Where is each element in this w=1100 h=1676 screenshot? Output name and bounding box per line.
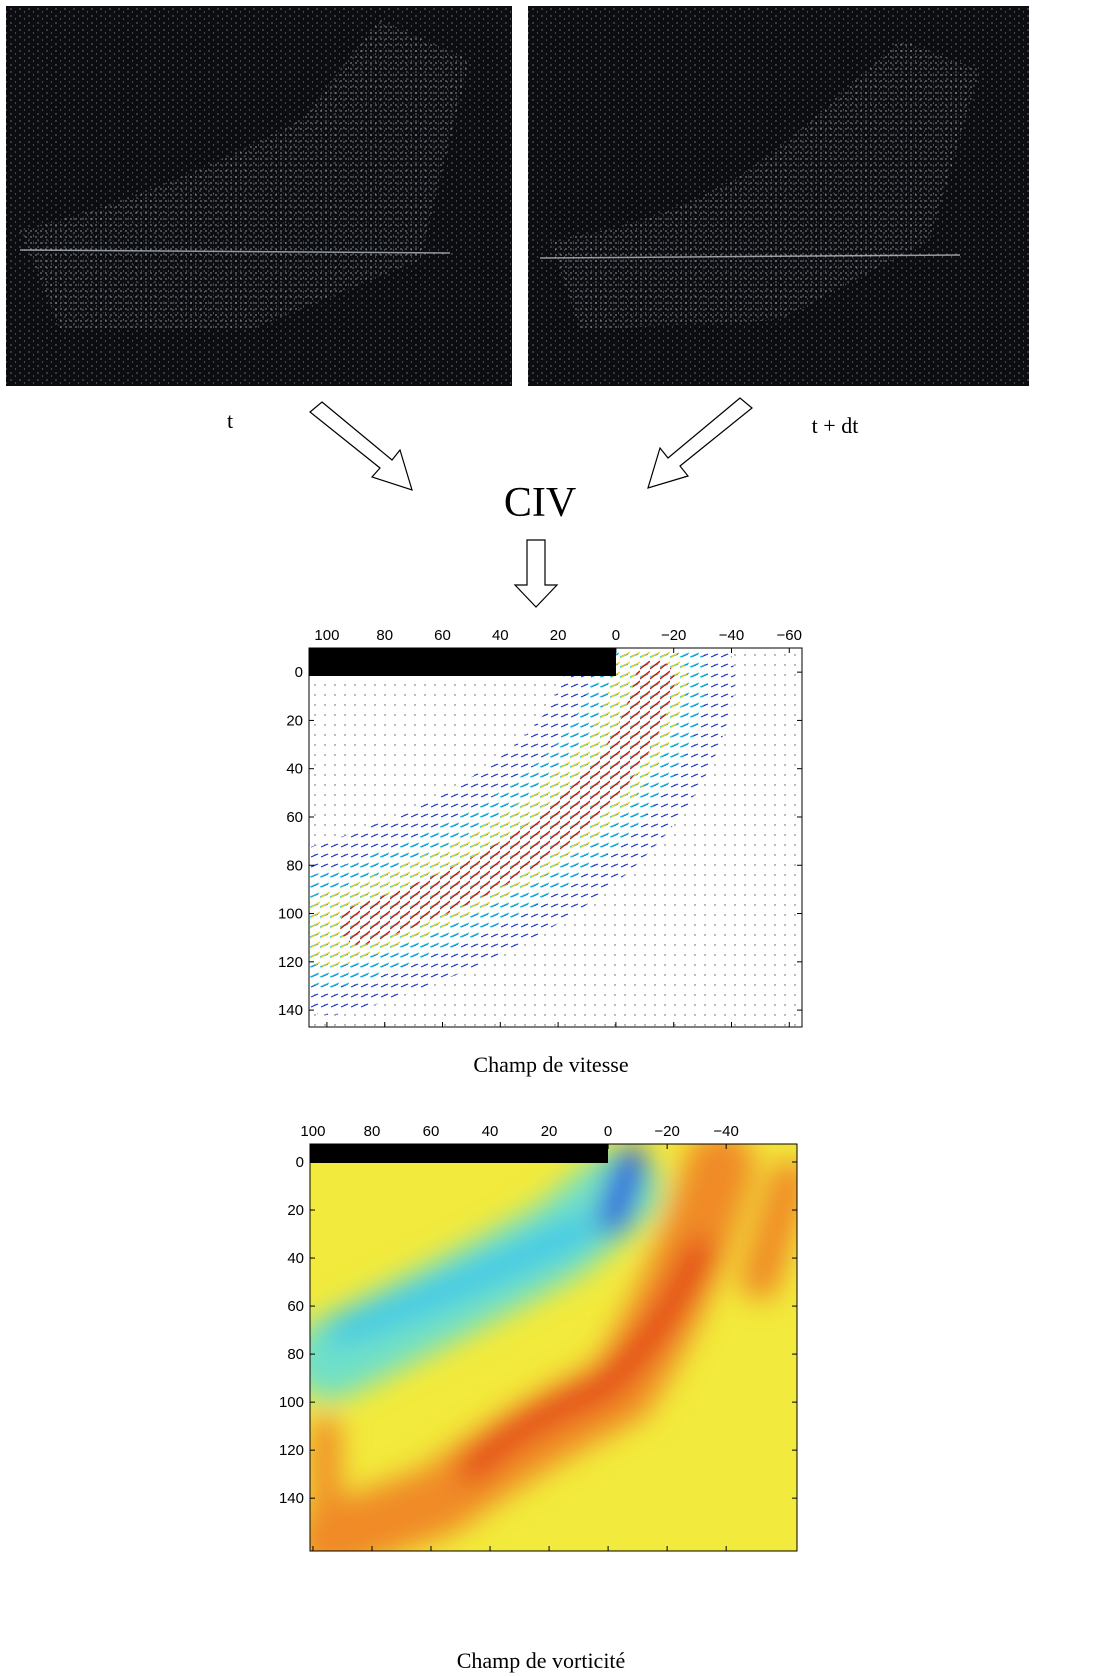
x-tick-label: −60 bbox=[777, 627, 802, 644]
y-tick-label: 120 bbox=[278, 954, 303, 971]
x-tick-label: 100 bbox=[300, 1123, 325, 1140]
y-tick-label: 100 bbox=[279, 1394, 304, 1411]
arrow bbox=[309, 401, 413, 491]
x-tick-label: 0 bbox=[604, 1123, 612, 1140]
y-tick-label: 60 bbox=[286, 809, 303, 826]
caption: Champ de vitesse bbox=[473, 1052, 628, 1077]
y-tick-label: 140 bbox=[278, 1002, 303, 1019]
velocity-field bbox=[309, 648, 802, 1027]
x-tick-label: 80 bbox=[364, 1123, 381, 1140]
vorticity-field bbox=[310, 1144, 797, 1551]
x-tick-label: 40 bbox=[482, 1123, 499, 1140]
x-tick-label: 20 bbox=[541, 1123, 558, 1140]
x-tick-label: −40 bbox=[719, 627, 744, 644]
y-tick-label: 100 bbox=[278, 906, 303, 923]
y-tick-label: 40 bbox=[286, 761, 303, 778]
axes: 100 80 60 40 20 0 −20 −40 0 20 40 60 80 100 120 140 bbox=[279, 1123, 797, 1551]
y-tick-label: 40 bbox=[287, 1250, 304, 1267]
x-tick-label: 60 bbox=[423, 1123, 440, 1140]
y-tick-label: 20 bbox=[287, 1202, 304, 1219]
caption: Champ de vorticité bbox=[457, 1648, 626, 1673]
x-tick-label: −20 bbox=[654, 1123, 679, 1140]
arrow bbox=[513, 539, 559, 608]
y-tick-label: 80 bbox=[286, 857, 303, 874]
arrow bbox=[647, 397, 753, 489]
particle-image bbox=[528, 6, 1029, 386]
x-tick-label: 0 bbox=[612, 627, 620, 644]
civ-label: CIV bbox=[504, 480, 576, 526]
y-tick-label: 0 bbox=[295, 664, 303, 681]
axes: 100 80 60 40 20 0 −20 −40 −60 0 20 40 60 80 100 120 140 bbox=[278, 627, 802, 1027]
time-label: t bbox=[227, 408, 233, 433]
x-tick-label: 60 bbox=[434, 627, 451, 644]
y-tick-label: 140 bbox=[279, 1490, 304, 1507]
plot-frame bbox=[308, 647, 803, 1028]
x-tick-label: −20 bbox=[661, 627, 686, 644]
x-tick-label: 40 bbox=[492, 627, 509, 644]
x-tick-label: 80 bbox=[376, 627, 393, 644]
y-tick-label: 0 bbox=[296, 1154, 304, 1171]
obstacle bbox=[310, 1144, 608, 1163]
particle-image bbox=[6, 6, 512, 386]
time-label: t + dt bbox=[812, 413, 859, 438]
x-tick-label: 20 bbox=[550, 627, 567, 644]
y-tick-label: 20 bbox=[286, 712, 303, 729]
y-tick-label: 80 bbox=[287, 1346, 304, 1363]
obstacle bbox=[309, 648, 616, 676]
y-tick-label: 60 bbox=[287, 1298, 304, 1315]
x-tick-label: 100 bbox=[314, 627, 339, 644]
y-tick-label: 120 bbox=[279, 1442, 304, 1459]
x-tick-label: −40 bbox=[713, 1123, 738, 1140]
plot-frame bbox=[309, 1143, 798, 1552]
